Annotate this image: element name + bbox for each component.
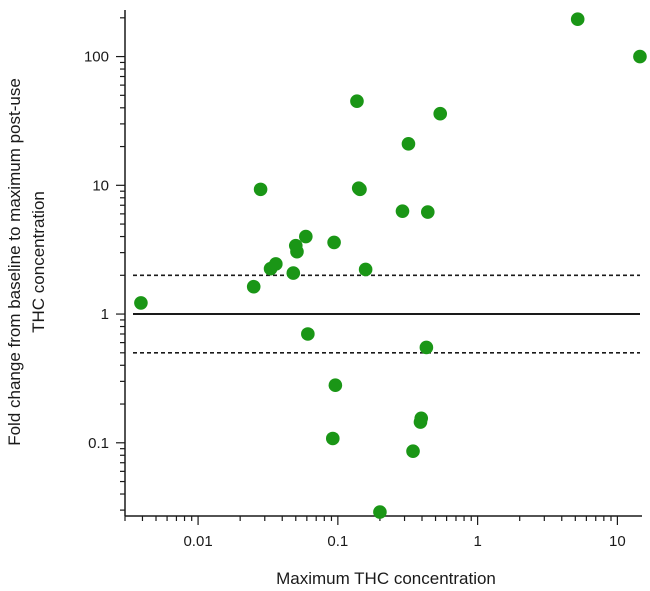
reference-lines: [133, 274, 640, 354]
data-point: [350, 94, 364, 109]
data-point: [286, 266, 301, 280]
data-point: [328, 378, 343, 393]
data-point: [253, 182, 268, 197]
data-point: [290, 244, 304, 259]
data-point: [401, 137, 416, 151]
y-tick-label: 1: [101, 306, 109, 323]
data-point: [246, 279, 261, 294]
data-point: [419, 340, 434, 355]
data-points: [134, 12, 647, 519]
axes: [124, 10, 642, 517]
x-tick-label: 1: [473, 533, 481, 550]
data-point: [433, 106, 448, 121]
data-point: [414, 411, 429, 426]
data-point: [269, 257, 283, 271]
data-point: [373, 505, 387, 519]
x-axis-title: Maximum THC concentration: [276, 569, 496, 588]
data-point: [420, 205, 435, 219]
y-axis-ticks: 0.1 1 10 100: [84, 17, 125, 511]
y-tick-label: 100: [84, 49, 109, 66]
data-point: [358, 262, 373, 277]
data-point: [325, 431, 340, 446]
data-point: [570, 12, 585, 27]
data-point: [353, 182, 367, 197]
x-tick-label: 10: [609, 533, 626, 550]
data-point: [299, 229, 313, 244]
y-tick-label: 10: [92, 177, 109, 194]
x-tick-label: 0.1: [327, 533, 348, 550]
data-point: [395, 204, 410, 218]
y-tick-label: 0.1: [88, 435, 109, 452]
data-point: [134, 296, 148, 310]
data-point: [327, 235, 341, 250]
x-tick-label: 0.01: [183, 533, 212, 550]
data-point: [406, 444, 420, 459]
data-point: [301, 327, 315, 341]
y-axis-title-line-2: THC concentration: [29, 191, 48, 333]
x-axis-ticks: 0.01 0.1 1 10: [124, 516, 626, 550]
data-point: [633, 49, 647, 64]
y-axis-title: Fold change from baseline to maximum pos…: [5, 78, 24, 446]
